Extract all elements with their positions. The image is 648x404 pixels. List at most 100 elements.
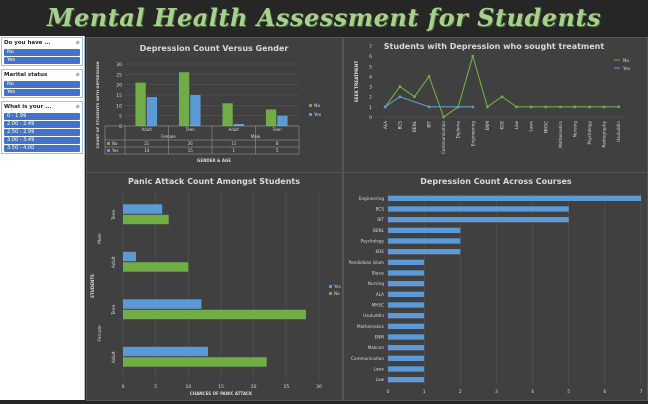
category-label: Engineering <box>359 196 384 201</box>
bar-no <box>178 72 190 126</box>
data-point-no <box>427 75 431 78</box>
slicer-item-cgpa-range[interactable]: 3.00 - 3.49 <box>4 137 80 144</box>
bar-no <box>123 262 189 272</box>
legend-key <box>309 113 312 116</box>
chart-title: Students with Depression who sought trea… <box>384 42 605 51</box>
series-line-yes <box>384 96 473 108</box>
bar-course <box>388 249 461 255</box>
slicer-item-yes[interactable]: Yes <box>4 89 80 96</box>
filter-clear-icon[interactable]: ⊘ <box>75 40 80 46</box>
y-tick-label: 20 <box>116 83 122 89</box>
x-tick-label: 15 <box>218 384 224 390</box>
x-tick-label: 0 <box>122 384 125 390</box>
bar-course <box>388 227 461 233</box>
bar-no <box>222 103 233 126</box>
y-tick-label: 10 <box>116 103 122 109</box>
x-tick-label: 5 <box>567 389 570 395</box>
x-tick-label: Usuluddin <box>616 121 621 142</box>
slicer-item-cgpa-range[interactable]: 0 - 1.99 <box>4 113 80 120</box>
category-label: Adult <box>111 351 117 363</box>
legend-key <box>329 292 332 295</box>
x-tick-label: Law <box>514 120 519 129</box>
x-axis-label: CHANCES OF PANIC ATTACK <box>190 391 253 396</box>
category-label: Adult <box>111 256 117 268</box>
x-tick-label: 0 <box>387 389 390 395</box>
y-tick-label: 0 <box>369 115 372 121</box>
chart-treatment-line[interactable]: Students with Depression who sought trea… <box>343 37 648 174</box>
dashboard-banner: Mental Health Assessment for Students <box>0 0 648 36</box>
y-tick-label: 5 <box>119 114 122 120</box>
chart-panic-attack[interactable]: Panic Attack Count Amongst Students 0 5 10 1… <box>86 172 343 401</box>
table-value: 8 <box>276 141 279 146</box>
table-category-label: Teen <box>185 127 196 132</box>
category-label: Malcom <box>368 345 384 350</box>
table-value: 14 <box>144 148 150 153</box>
slicer-item-no[interactable]: No <box>4 81 80 88</box>
table-group-label: Male <box>251 134 261 139</box>
category-label: Teen <box>111 304 117 316</box>
bar-yes <box>146 97 158 126</box>
data-point-no <box>515 105 518 109</box>
table-series-label: No <box>112 141 118 146</box>
bar-course <box>388 291 425 297</box>
table-value: 11 <box>231 141 237 146</box>
series-line-no <box>384 54 619 118</box>
chart-courses[interactable]: Depression Count Across Courses 0 1 2 3 4 5 6 7 E… <box>343 172 648 401</box>
data-point-no <box>471 54 475 58</box>
x-tick-label: 4 <box>531 389 534 395</box>
x-tick-label: MHSC <box>543 121 548 133</box>
bar-course <box>388 355 425 361</box>
group-label: Male <box>97 233 103 244</box>
chart-title: Depression Count Across Courses <box>420 177 572 186</box>
bar-no <box>123 357 267 367</box>
legend-key <box>329 285 332 288</box>
x-tick-label: 2 <box>459 389 462 395</box>
slicer-item-cgpa-range[interactable]: 2.00 - 2.49 <box>4 121 80 128</box>
chart-depression-gender[interactable]: Depression Count Versus Gender 0 5 10 15 20 25… <box>86 37 343 174</box>
slicer-item-cgpa-range[interactable]: 2.50 - 2.99 <box>4 129 80 136</box>
y-tick-label: 25 <box>116 72 122 78</box>
slicer-item-yes[interactable]: Yes <box>4 57 80 64</box>
panic-attack-svg: Panic Attack Count Amongst Students 0 5 10 1… <box>90 177 341 396</box>
data-point-no <box>558 105 562 109</box>
legend-label: No <box>623 58 629 64</box>
filter-clear-icon[interactable]: ⊘ <box>75 104 80 110</box>
x-tick-label: Mathematics <box>558 121 563 148</box>
category-label: Laws <box>373 367 384 372</box>
bar-yes <box>123 299 202 309</box>
slicer-item-cgpa-range[interactable]: 3.50 - 4.00 <box>4 145 80 152</box>
legend-label: Yes <box>333 284 341 289</box>
x-tick-label: Nursing <box>572 121 577 138</box>
table-series-label: Yes <box>111 148 118 153</box>
x-tick-label: BENL <box>412 120 417 132</box>
x-tick-label: Laws <box>529 121 534 132</box>
slicer-marital-status: Marital status ⊘ No Yes <box>1 69 83 98</box>
category-label: Pendidikan Islam <box>349 260 384 265</box>
slicer-panel: Do you have ... ⊘ No Yes Marital status ⊘ … <box>0 36 85 400</box>
legend-label: No <box>314 103 320 109</box>
filter-clear-icon[interactable]: ⊘ <box>75 72 80 78</box>
x-tick-label: Psychology <box>587 120 592 144</box>
category-label: Communication <box>351 356 384 361</box>
data-point-yes <box>427 105 431 109</box>
table-value: 1 <box>232 148 235 153</box>
bar-yes <box>233 123 245 126</box>
x-tick-label: BCS <box>397 121 402 130</box>
data-point-no <box>413 95 416 99</box>
data-point-no <box>529 105 533 109</box>
x-tick-label: 30 <box>316 384 322 390</box>
slicer-title: Marital status <box>4 72 48 78</box>
dashboard-title: Mental Health Assessment for Students <box>46 3 602 32</box>
bar-course <box>388 313 425 319</box>
y-tick-label: 1 <box>369 105 372 111</box>
category-label: Teen <box>111 209 117 221</box>
chart-title: Panic Attack Count Amongst Students <box>128 177 300 186</box>
table-category-label: Teen <box>272 127 283 132</box>
legend-label: Yes <box>622 66 631 72</box>
legend-key <box>309 104 312 107</box>
bar-course <box>388 334 425 340</box>
data-point-yes <box>383 105 387 109</box>
y-tick-label: 15 <box>116 93 122 99</box>
slicer-item-no[interactable]: No <box>4 49 80 56</box>
x-tick-label: Diploma <box>456 121 461 139</box>
